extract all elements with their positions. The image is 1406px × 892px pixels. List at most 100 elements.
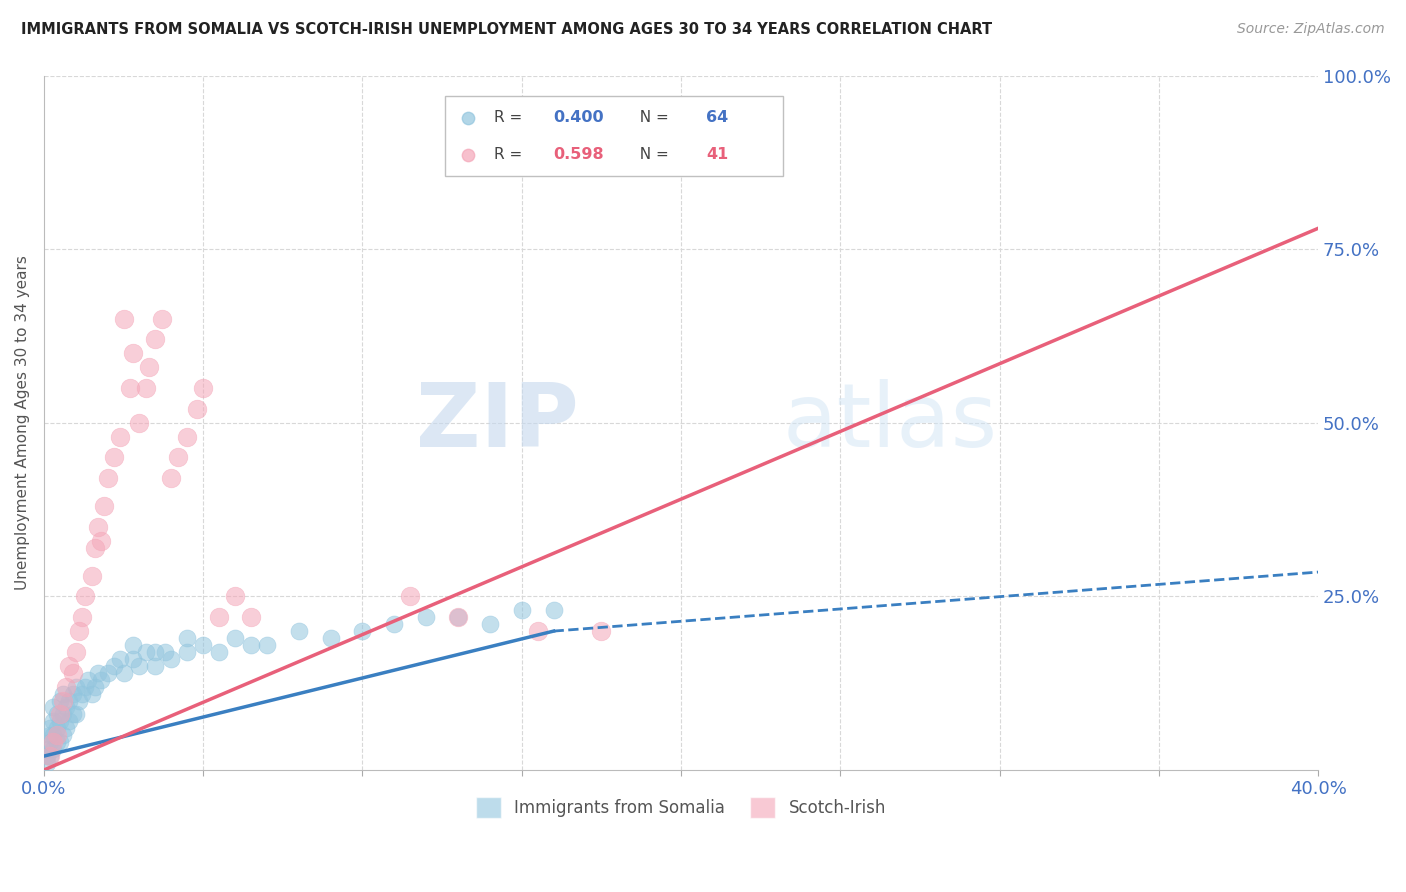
Point [122, 638, 145, 652]
Point [39, 749, 62, 764]
Point [58, 693, 80, 707]
Point [224, 590, 246, 604]
Point [42, 700, 65, 714]
Point [239, 610, 262, 624]
Point [65, 680, 87, 694]
Point [58, 658, 80, 673]
Point [42, 714, 65, 729]
Point [208, 645, 231, 659]
Point [447, 610, 470, 624]
Text: N =: N = [630, 147, 673, 162]
Point [122, 652, 145, 666]
Point [478, 617, 501, 632]
Point [128, 658, 150, 673]
Text: ZIP: ZIP [416, 379, 579, 467]
Point [150, 311, 173, 326]
Point [352, 624, 374, 639]
Point [112, 311, 135, 326]
Point [52, 687, 75, 701]
Text: R =: R = [494, 147, 527, 162]
Point [382, 617, 405, 632]
Point [87, 520, 110, 534]
Point [110, 430, 132, 444]
Point [138, 360, 160, 375]
Point [45, 707, 67, 722]
Point [193, 638, 215, 652]
Legend: Immigrants from Somalia, Scotch-Irish: Immigrants from Somalia, Scotch-Irish [470, 790, 893, 824]
Point [45, 722, 67, 736]
Point [45, 728, 67, 742]
Point [62, 687, 84, 701]
Point [447, 610, 470, 624]
Point [135, 381, 157, 395]
Point [35, 756, 58, 770]
Point [90, 533, 112, 548]
Point [256, 638, 278, 652]
Point [176, 631, 198, 645]
Point [87, 665, 110, 680]
Point [176, 645, 198, 659]
Point [39, 735, 62, 749]
Point [49, 707, 72, 722]
Point [110, 652, 132, 666]
Point [287, 624, 309, 639]
Point [77, 673, 100, 687]
Point [186, 401, 208, 416]
Point [39, 728, 62, 742]
Point [1094, 111, 1116, 125]
Point [128, 416, 150, 430]
Point [52, 707, 75, 722]
Point [65, 645, 87, 659]
Point [80, 687, 103, 701]
Point [67, 693, 90, 707]
Point [591, 624, 613, 639]
Point [42, 735, 65, 749]
Point [90, 673, 112, 687]
Text: Source: ZipAtlas.com: Source: ZipAtlas.com [1237, 22, 1385, 37]
Point [160, 471, 183, 485]
Point [49, 714, 72, 729]
Point [112, 665, 135, 680]
Point [145, 645, 167, 659]
Point [83, 680, 105, 694]
Text: 41: 41 [706, 147, 728, 162]
FancyBboxPatch shape [446, 96, 783, 177]
Point [42, 728, 65, 742]
Point [93, 499, 115, 513]
Y-axis label: Unemployment Among Ages 30 to 34 years: Unemployment Among Ages 30 to 34 years [15, 255, 30, 591]
Point [399, 590, 422, 604]
Text: R =: R = [494, 111, 527, 126]
Point [239, 638, 262, 652]
Text: 0.400: 0.400 [554, 111, 605, 126]
Point [75, 680, 97, 694]
Point [526, 624, 548, 639]
Point [510, 603, 533, 617]
Point [319, 631, 342, 645]
Point [70, 687, 93, 701]
Point [1094, 147, 1116, 161]
Point [55, 680, 77, 694]
Point [160, 652, 183, 666]
Point [58, 714, 80, 729]
Point [103, 658, 125, 673]
Point [70, 610, 93, 624]
Text: 0.598: 0.598 [554, 147, 605, 162]
Point [415, 610, 437, 624]
Point [122, 346, 145, 360]
Point [55, 722, 77, 736]
Point [97, 471, 120, 485]
Point [55, 700, 77, 714]
Point [75, 590, 97, 604]
Point [176, 430, 198, 444]
Point [193, 381, 215, 395]
Point [62, 665, 84, 680]
Point [166, 450, 188, 465]
Point [80, 568, 103, 582]
Point [103, 450, 125, 465]
Point [543, 603, 565, 617]
Point [153, 645, 176, 659]
Point [39, 749, 62, 764]
Point [49, 693, 72, 707]
Point [118, 381, 141, 395]
Point [65, 707, 87, 722]
